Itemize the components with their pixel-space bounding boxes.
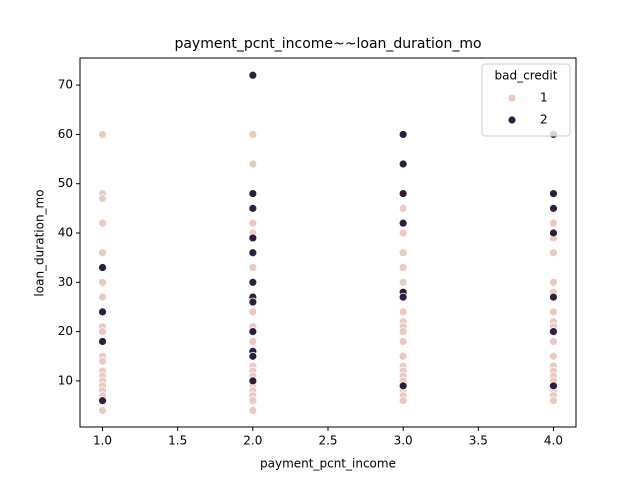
point: [248, 130, 258, 139]
point: [549, 277, 558, 287]
point: [398, 130, 408, 139]
x-tick-label: 4.0: [544, 434, 563, 448]
point: [98, 396, 107, 406]
point: [549, 218, 558, 228]
point: [549, 248, 558, 258]
point: [549, 228, 558, 238]
legend-label: 1: [540, 91, 548, 105]
point: [98, 248, 107, 258]
point: [398, 327, 408, 337]
legend-title: bad_credit: [495, 69, 558, 83]
point: [398, 159, 408, 169]
y-axis-label: loan_duration_mo: [33, 189, 47, 296]
legend-label: 2: [540, 113, 548, 127]
point: [549, 381, 558, 391]
point: [98, 130, 107, 139]
point: [549, 189, 558, 198]
point: [549, 203, 558, 213]
point: [398, 248, 408, 258]
point: [98, 218, 107, 228]
point: [248, 159, 258, 169]
point: [248, 376, 258, 386]
point: [549, 327, 558, 337]
point: [98, 327, 107, 337]
chart-title: payment_pcnt_income~~loan_duration_mo: [174, 36, 481, 52]
point: [549, 337, 558, 346]
point: [248, 70, 258, 80]
point: [98, 356, 107, 366]
legend-marker: [507, 93, 517, 103]
point: [98, 277, 107, 287]
point: [98, 406, 107, 415]
x-tick-label: 1.0: [93, 434, 112, 448]
x-axis-label: payment_pcnt_income: [260, 457, 396, 471]
y-tick-label: 70: [58, 78, 73, 92]
point: [98, 307, 107, 317]
point: [98, 292, 107, 302]
x-tick-label: 2.5: [318, 434, 337, 448]
point: [549, 292, 558, 302]
point: [248, 297, 258, 307]
point: [248, 189, 258, 198]
point: [398, 381, 408, 391]
point: [98, 194, 107, 203]
point: [248, 351, 258, 361]
point: [248, 327, 258, 337]
y-tick-label: 20: [58, 324, 73, 338]
y-tick-label: 50: [58, 176, 73, 190]
point: [398, 277, 408, 287]
point: [248, 218, 258, 228]
x-tick-label: 3.5: [469, 434, 488, 448]
point: [398, 307, 408, 317]
x-tick-label: 3.0: [394, 434, 413, 448]
x-tick-label: 2.0: [243, 434, 262, 448]
point: [98, 263, 107, 272]
point: [398, 292, 408, 302]
point: [398, 203, 408, 213]
legend-marker: [507, 115, 517, 125]
point: [248, 233, 258, 243]
y-tick-label: 60: [58, 127, 73, 141]
point: [398, 263, 408, 272]
point: [248, 203, 258, 213]
point: [549, 307, 558, 317]
point: [549, 396, 558, 406]
point: [248, 263, 258, 272]
point: [398, 218, 408, 228]
y-tick-label: 40: [58, 226, 73, 240]
point: [248, 396, 258, 406]
point: [248, 277, 258, 287]
point: [248, 307, 258, 317]
point: [549, 351, 558, 361]
point: [248, 337, 258, 346]
legend-box: [481, 63, 571, 137]
x-tick-label: 1.5: [168, 434, 187, 448]
y-tick-label: 30: [58, 275, 73, 289]
point: [398, 351, 408, 361]
point: [398, 337, 408, 346]
point: [248, 406, 258, 415]
point: [98, 337, 107, 346]
y-tick-label: 10: [58, 373, 73, 387]
point: [398, 189, 408, 198]
point: [398, 228, 408, 238]
point: [398, 396, 408, 406]
plot-frame: [79, 57, 577, 428]
point: [248, 248, 258, 258]
